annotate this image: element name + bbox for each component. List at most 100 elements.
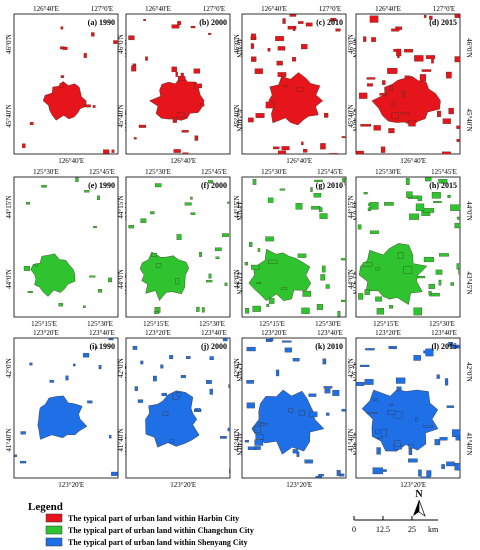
- panel-title: (g) 2010: [316, 181, 343, 190]
- left-tick-label: 42°0'N: [117, 358, 125, 378]
- map-panel: (k) 2010: [241, 337, 347, 479]
- left-tick-label: 46°0'N: [233, 34, 241, 54]
- top-tick-label: 123°20'E: [375, 329, 401, 337]
- scale-bar: 0 12.5 25 km: [352, 516, 439, 534]
- top-tick-label: 123°40'E: [89, 329, 115, 337]
- panel-title: (k) 2010: [315, 342, 343, 351]
- left-tick-label: 45°40'N: [117, 104, 125, 127]
- north-arrow: N: [413, 489, 426, 517]
- map-panel: (l) 2015: [355, 337, 461, 479]
- right-tick-label: 43°45'N: [351, 271, 359, 294]
- bottom-tick-label: 126°40'E: [58, 157, 84, 165]
- bottom-tick-label: 125°15'E: [259, 320, 285, 328]
- bottom-tick-label: 125°30'E: [199, 320, 225, 328]
- legend-swatch-shenyang: [45, 537, 63, 547]
- bottom-tick-label: 125°15'E: [31, 320, 57, 328]
- right-tick-label: 46°0'N: [235, 38, 243, 58]
- left-tick-label: 44°0'N: [5, 269, 13, 289]
- left-tick-label: 44°15'N: [233, 195, 241, 218]
- north-arrow-icon: [413, 500, 419, 516]
- left-tick-label: 42°0'N: [347, 358, 355, 378]
- right-tick-label: 41°40'N: [465, 432, 473, 455]
- top-tick-label: 126°40'E: [145, 5, 171, 13]
- map-panel: (d) 2015: [355, 13, 461, 155]
- right-tick-label: 45°40'N: [351, 108, 359, 131]
- right-tick-label: 46°0'N: [351, 38, 359, 58]
- top-tick-label: 125°45'E: [317, 168, 343, 176]
- right-tick-label: 44°0'N: [235, 201, 243, 221]
- right-tick-label: 41°40'N: [351, 432, 359, 455]
- top-tick-label: 125°30'E: [261, 168, 287, 176]
- bottom-tick-label: 125°15'E: [373, 320, 399, 328]
- left-tick-label: 44°15'N: [5, 195, 13, 218]
- right-tick-label: 42°0'N: [235, 362, 243, 382]
- legend: Legend The typical part of urban land wi…: [28, 501, 254, 547]
- right-tick-label: 44°0'N: [351, 201, 359, 221]
- urban-land: [248, 14, 346, 154]
- top-tick-label: 126°40'E: [261, 5, 287, 13]
- top-tick-label: 127°0'E: [91, 5, 113, 13]
- left-tick-label: 44°0'N: [117, 269, 125, 289]
- legend-title: Legend: [28, 501, 63, 513]
- top-tick-label: 125°45'E: [89, 168, 115, 176]
- bottom-tick-label: 125°30'E: [429, 320, 455, 328]
- left-tick-label: 45°40'N: [5, 104, 13, 127]
- map-panel: (a) 1990: [13, 13, 119, 155]
- scale-tick-0: 0: [352, 525, 356, 534]
- left-tick-label: 44°0'N: [233, 269, 241, 289]
- legend-label-harbin: The typical part of urban land within Ha…: [68, 514, 239, 523]
- bottom-tick-label: 126°40'E: [170, 157, 196, 165]
- bottom-tick-label: 125°15'E: [143, 320, 169, 328]
- top-tick-label: 125°30'E: [33, 168, 59, 176]
- top-tick-label: 127°0'E: [433, 5, 455, 13]
- left-tick-label: 46°0'N: [117, 34, 125, 54]
- top-tick-label: 125°30'E: [145, 168, 171, 176]
- scale-tick-1: 12.5: [376, 525, 390, 534]
- panel-title: (c) 2010: [316, 18, 343, 27]
- bottom-tick-label: 123°20'E: [400, 481, 426, 489]
- map-panel: (i) 1990: [13, 337, 119, 479]
- map-panel: (b) 2000: [125, 13, 231, 155]
- bottom-tick-label: 123°20'E: [286, 481, 312, 489]
- top-tick-label: 123°40'E: [201, 329, 227, 337]
- panel-title: (e) 1990: [88, 181, 115, 190]
- left-tick-label: 44°15'N: [117, 195, 125, 218]
- top-tick-label: 123°40'E: [431, 329, 457, 337]
- map-panels: (a) 1990 126°40'E 127°0'E 126°40'E 46°0'N 45°…: [5, 5, 473, 489]
- panel-title: (b) 2000: [199, 18, 227, 27]
- bottom-tick-label: 123°20'E: [170, 481, 196, 489]
- top-tick-label: 123°20'E: [145, 329, 171, 337]
- left-tick-label: 41°40'N: [5, 428, 13, 451]
- legend-label-shenyang: The typical part of urban land within Sh…: [68, 538, 248, 547]
- right-tick-label: 46°0'N: [465, 38, 473, 58]
- bottom-tick-label: 123°20'E: [58, 481, 84, 489]
- bottom-tick-label: 125°30'E: [315, 320, 341, 328]
- urban-land: [22, 26, 118, 154]
- map-panel: (g) 2010: [241, 176, 347, 318]
- urban-land: [244, 338, 346, 478]
- left-tick-label: 44°0'N: [347, 269, 355, 289]
- scale-unit: km: [428, 525, 439, 534]
- top-tick-label: 123°20'E: [261, 329, 287, 337]
- left-tick-label: 42°0'N: [5, 358, 13, 378]
- right-tick-label: 42°0'N: [351, 362, 359, 382]
- legend-label-changchun: The typical part of urban land within Ch…: [68, 526, 254, 535]
- top-tick-label: 126°40'E: [33, 5, 59, 13]
- left-tick-label: 41°40'N: [233, 428, 241, 451]
- bottom-tick-label: 126°40'E: [400, 157, 426, 165]
- left-tick-label: 44°15'N: [347, 195, 355, 218]
- map-panel: (c) 2010: [241, 13, 347, 155]
- left-tick-label: 42°0'N: [233, 358, 241, 378]
- map-panel: (f) 2000: [125, 176, 231, 318]
- urban-land: [356, 342, 460, 478]
- top-tick-label: 123°20'E: [33, 329, 59, 337]
- left-tick-label: 45°40'N: [233, 104, 241, 127]
- urban-land: [23, 177, 113, 308]
- panel-title: (h) 2015: [429, 181, 457, 190]
- bottom-tick-label: 125°30'E: [87, 320, 113, 328]
- top-tick-label: 126°40'E: [375, 5, 401, 13]
- right-tick-label: 41°40'N: [235, 432, 243, 455]
- left-tick-label: 41°40'N: [347, 428, 355, 451]
- north-arrow-label: N: [415, 489, 423, 500]
- panel-title: (j) 2000: [201, 342, 227, 351]
